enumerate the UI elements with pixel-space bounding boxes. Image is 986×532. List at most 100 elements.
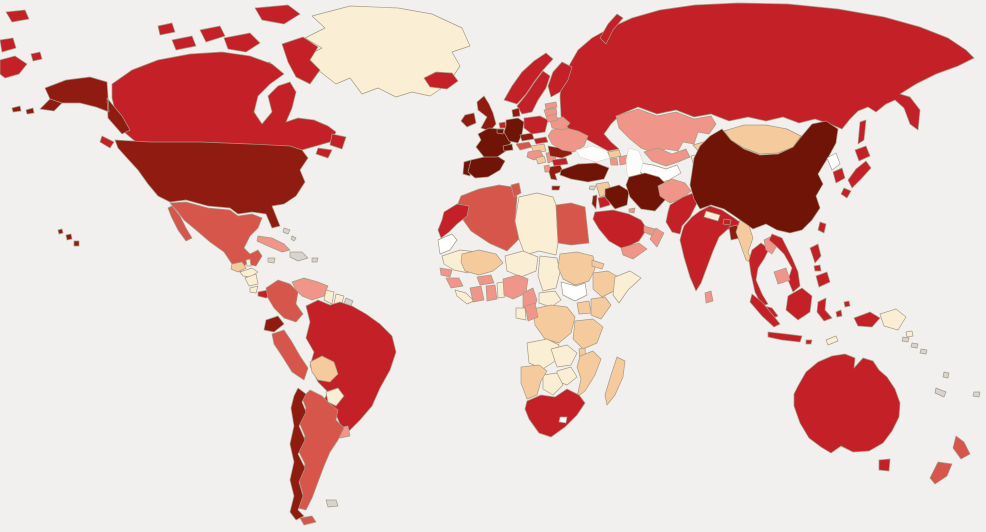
country-ivory-coast[interactable] [469, 285, 485, 303]
country-botswana[interactable] [542, 372, 564, 396]
country-south-korea[interactable] [832, 167, 846, 184]
country-tunisia[interactable] [510, 182, 522, 198]
country-greenland[interactable] [304, 5, 471, 98]
country-denmark[interactable] [511, 107, 521, 118]
country-belize[interactable] [245, 258, 252, 267]
country-usa-hawaii[interactable] [57, 228, 80, 247]
country-burkina-faso[interactable] [476, 274, 495, 286]
country-uganda[interactable] [576, 300, 592, 315]
country-india[interactable] [679, 205, 742, 292]
country-chad[interactable] [537, 255, 561, 292]
country-ecuador[interactable] [263, 315, 285, 333]
country-pakistan[interactable] [665, 192, 700, 235]
country-cambodia[interactable] [773, 267, 791, 285]
country-uzbekistan[interactable] [643, 147, 691, 167]
country-mexico[interactable] [167, 201, 263, 273]
country-namibia[interactable] [520, 364, 548, 400]
country-estonia[interactable] [544, 101, 558, 110]
country-russia-wrap[interactable] [0, 9, 43, 79]
country-indonesia-sumatra[interactable] [749, 293, 781, 328]
country-iran[interactable] [625, 172, 670, 212]
country-norway[interactable] [503, 52, 554, 105]
country-united-kingdom[interactable] [476, 95, 497, 132]
country-south-sudan[interactable] [560, 281, 588, 302]
country-dr-congo[interactable] [532, 304, 576, 344]
country-bolivia[interactable] [309, 355, 339, 383]
country-hispaniola[interactable] [289, 251, 309, 262]
country-kazakhstan[interactable] [615, 108, 717, 154]
country-poland[interactable] [523, 115, 549, 135]
country-bosnia[interactable] [535, 155, 547, 165]
country-nicaragua[interactable] [244, 273, 259, 287]
country-falkland-islands[interactable] [325, 499, 339, 508]
country-israel[interactable] [591, 194, 598, 210]
country-egypt[interactable] [555, 202, 590, 246]
country-ghana[interactable] [485, 284, 498, 302]
country-ukraine[interactable] [547, 127, 589, 153]
country-tierra-del-fuego[interactable] [299, 515, 317, 526]
country-indonesia-sulawesi[interactable] [816, 297, 851, 322]
country-congo[interactable] [524, 302, 539, 322]
country-sierra-leone-liberia[interactable] [454, 289, 475, 305]
country-usa-alaska[interactable] [11, 76, 131, 135]
country-venezuela[interactable] [291, 277, 329, 301]
country-niger[interactable] [504, 250, 539, 278]
country-ireland[interactable] [460, 112, 477, 128]
country-kenya[interactable] [590, 296, 612, 320]
country-armenia[interactable] [609, 157, 619, 166]
country-yemen[interactable] [620, 242, 648, 260]
country-kuwait[interactable] [628, 207, 636, 214]
country-sudan[interactable] [557, 251, 596, 286]
country-vietnam[interactable] [768, 233, 801, 293]
country-bahamas[interactable] [282, 227, 297, 242]
country-cyprus[interactable] [588, 185, 597, 191]
country-eritrea[interactable] [591, 259, 605, 270]
country-georgia[interactable] [607, 149, 622, 159]
country-paraguay[interactable] [325, 387, 345, 407]
country-saudi-arabia[interactable] [592, 209, 648, 250]
country-borneo[interactable] [785, 287, 813, 321]
country-russia-sakhalin[interactable] [857, 119, 867, 145]
country-taiwan[interactable] [817, 221, 827, 234]
country-libya[interactable] [514, 192, 559, 256]
country-senegal[interactable] [439, 267, 453, 278]
country-guinea[interactable] [445, 277, 464, 289]
country-guatemala[interactable] [230, 261, 247, 273]
country-japan[interactable] [840, 145, 872, 199]
country-bulgaria[interactable] [551, 157, 569, 167]
country-peru[interactable] [271, 329, 309, 381]
country-canada-vancouver-island[interactable] [99, 135, 115, 149]
country-lesotho[interactable] [558, 416, 568, 424]
country-fiji[interactable] [972, 391, 981, 398]
country-australia-tasmania[interactable] [878, 458, 891, 472]
country-australia[interactable] [793, 353, 901, 454]
country-central-african-republic[interactable] [538, 290, 562, 308]
country-nepal[interactable] [703, 210, 721, 222]
country-new-caledonia[interactable] [934, 387, 947, 398]
country-latvia[interactable] [543, 107, 558, 117]
country-north-korea[interactable] [826, 152, 841, 171]
country-philippines[interactable] [809, 243, 831, 288]
country-china[interactable] [689, 120, 839, 234]
country-slovakia[interactable] [533, 136, 549, 145]
country-guyana[interactable] [323, 289, 335, 305]
country-greece[interactable] [548, 164, 564, 191]
country-jamaica[interactable] [267, 257, 276, 264]
country-south-africa[interactable] [524, 388, 586, 438]
country-tanzania[interactable] [572, 318, 604, 350]
country-solomon-islands[interactable] [901, 336, 928, 355]
country-usa[interactable] [114, 139, 309, 229]
country-madagascar[interactable] [604, 356, 626, 406]
country-mongolia[interactable] [723, 124, 802, 155]
country-iraq[interactable] [604, 184, 630, 210]
country-timor-leste[interactable] [825, 335, 839, 346]
country-canada-newfoundland[interactable] [315, 133, 347, 159]
country-sri-lanka[interactable] [704, 290, 714, 304]
country-papua-new-guinea[interactable] [879, 308, 914, 338]
country-gabon[interactable] [515, 307, 527, 321]
country-chile[interactable] [289, 387, 307, 521]
country-bhutan[interactable] [722, 218, 732, 226]
country-russia-novaya-zemlya[interactable] [599, 13, 624, 45]
country-togo-benin[interactable] [496, 281, 506, 299]
country-mozambique[interactable] [576, 350, 602, 398]
